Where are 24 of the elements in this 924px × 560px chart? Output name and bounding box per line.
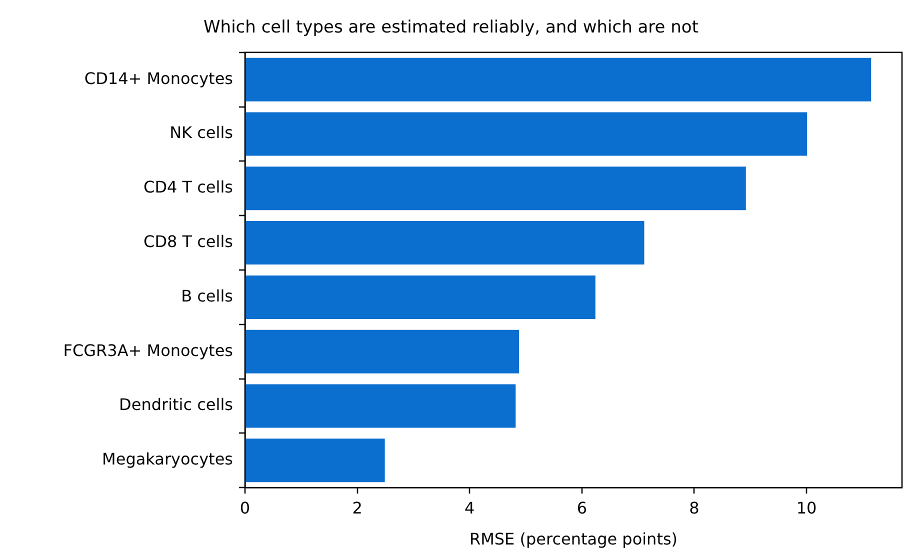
bar [246, 438, 385, 482]
x-tick-label: 8 [689, 498, 700, 518]
bar [246, 221, 644, 265]
bar [246, 275, 596, 319]
bar [246, 330, 520, 374]
bar [246, 166, 746, 210]
y-tick-label: Megakaryocytes [102, 450, 233, 469]
x-tick-label: 4 [464, 498, 475, 518]
bar [246, 384, 516, 428]
bar [246, 112, 808, 156]
y-tick-label: B cells [181, 286, 233, 306]
y-tick-label: CD8 T cells [144, 232, 233, 251]
y-tick-label: NK cells [170, 123, 233, 142]
bar [246, 58, 872, 102]
x-tick-label: 10 [796, 498, 817, 518]
x-tick-label: 2 [352, 498, 362, 518]
x-tick-label: 6 [576, 498, 588, 518]
chart-title: Which cell types are estimated reliably, and which are not [204, 18, 699, 38]
y-tick-label: Dendritic cells [119, 395, 233, 414]
y-tick-label: CD14+ Monocytes [84, 68, 233, 88]
y-tick-label: FCGR3A+ Monocytes [63, 340, 233, 360]
x-axis-title: RMSE (percentage points) [469, 530, 678, 549]
y-tick-label: CD4 T cells [144, 178, 233, 197]
x-tick-label: 0 [240, 498, 250, 518]
